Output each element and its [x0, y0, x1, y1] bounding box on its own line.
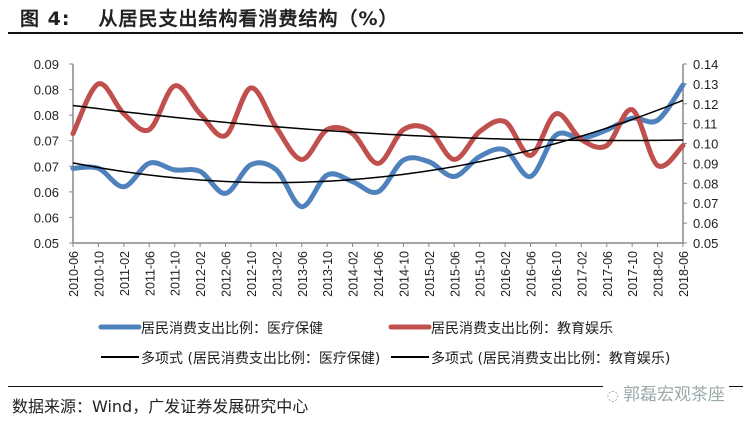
- x-tick-label: 2010-06: [67, 251, 81, 297]
- x-tick-label: 2014-06: [372, 251, 386, 297]
- x-tick-label: 2016-02: [499, 251, 513, 297]
- right-tick-label: 0.09: [693, 156, 718, 171]
- left-tick-label: 0.06: [34, 210, 59, 225]
- x-tick-label: 2012-02: [194, 251, 208, 297]
- series-line-1: [70, 81, 686, 169]
- x-tick-label: 2018-02: [652, 251, 666, 297]
- right-tick-label: 0.08: [693, 176, 718, 191]
- legend-label-0: 居民消费支出比例：医疗保健: [141, 321, 323, 337]
- right-tick-label: 0.06: [693, 216, 718, 231]
- x-tick-label: 2011-10: [169, 251, 183, 296]
- x-tick-label: 2018-06: [677, 251, 691, 297]
- right-tick-label: 0.05: [693, 236, 718, 251]
- x-tick-label: 2012-06: [220, 251, 234, 297]
- trend-line-3: [72, 104, 684, 142]
- right-tick-label: 0.12: [693, 97, 718, 112]
- x-tick-label: 2013-02: [270, 251, 284, 297]
- x-tick-label: 2017-06: [601, 251, 615, 297]
- left-tick-label: 0.07: [34, 134, 59, 149]
- right-tick-label: 0.07: [693, 196, 718, 211]
- x-tick-label: 2015-06: [448, 251, 462, 297]
- chart: 0.05 0.06 0.06 0.07 0.07 0.08 0.08 0.09 0.05 0.06…: [34, 57, 719, 367]
- legend-label-3: 多项式 (居民消费支出比例：教育娱乐): [431, 350, 670, 367]
- right-tick-label: 0.14: [693, 57, 718, 72]
- x-tick-label: 2016-10: [550, 251, 564, 297]
- figure-title: 图 4: 从居民支出结构看消费结构（%）: [20, 4, 398, 31]
- legend-label-1: 居民消费支出比例：教育娱乐: [431, 321, 613, 337]
- left-tick-label: 0.09: [34, 57, 59, 72]
- x-tick-label: 2015-10: [474, 251, 488, 297]
- x-tick-label: 2015-02: [423, 251, 437, 297]
- data-source: 数据来源：Wind，广发证券发展研究中心: [12, 397, 309, 416]
- x-tick-label: 2012-10: [245, 251, 259, 297]
- x-tick-label: 2017-10: [626, 251, 640, 297]
- watermark: ◌ 郭磊宏观茶座: [602, 380, 729, 405]
- right-tick-label: 0.13: [693, 77, 718, 92]
- wechat-icon: ◌: [606, 388, 619, 404]
- figure-title-text: 从居民支出结构看消费结构（%）: [98, 8, 399, 30]
- right-tick-label: 0.10: [693, 137, 718, 152]
- x-tick-label: 2016-06: [525, 251, 539, 297]
- x-tick-label: 2017-02: [575, 251, 589, 297]
- left-tick-label: 0.08: [34, 83, 59, 98]
- x-tick-label: 2010-10: [92, 251, 106, 297]
- x-tick-label: 2014-02: [347, 251, 361, 297]
- figure-number: 图 4:: [20, 8, 71, 30]
- left-tick-label: 0.05: [34, 236, 59, 251]
- right-tick-label: 0.11: [693, 117, 717, 132]
- trend-line-2: [72, 99, 684, 184]
- left-tick-label: 0.08: [34, 108, 59, 123]
- left-tick-label: 0.06: [34, 185, 59, 200]
- left-tick-label: 0.07: [34, 159, 59, 174]
- x-tick-label: 2013-10: [321, 251, 335, 297]
- x-tick-label: 2011-06: [143, 251, 157, 296]
- footer-divider: [8, 386, 743, 387]
- watermark-text: 郭磊宏观茶座: [623, 385, 725, 405]
- legend-label-2: 多项式 (居民消费支出比例：医疗保健): [141, 350, 380, 367]
- x-tick-label: 2011-02: [118, 251, 132, 296]
- x-tick-label: 2014-10: [397, 251, 411, 297]
- title-divider: [8, 32, 743, 34]
- x-tick-label: 2013-06: [296, 251, 310, 297]
